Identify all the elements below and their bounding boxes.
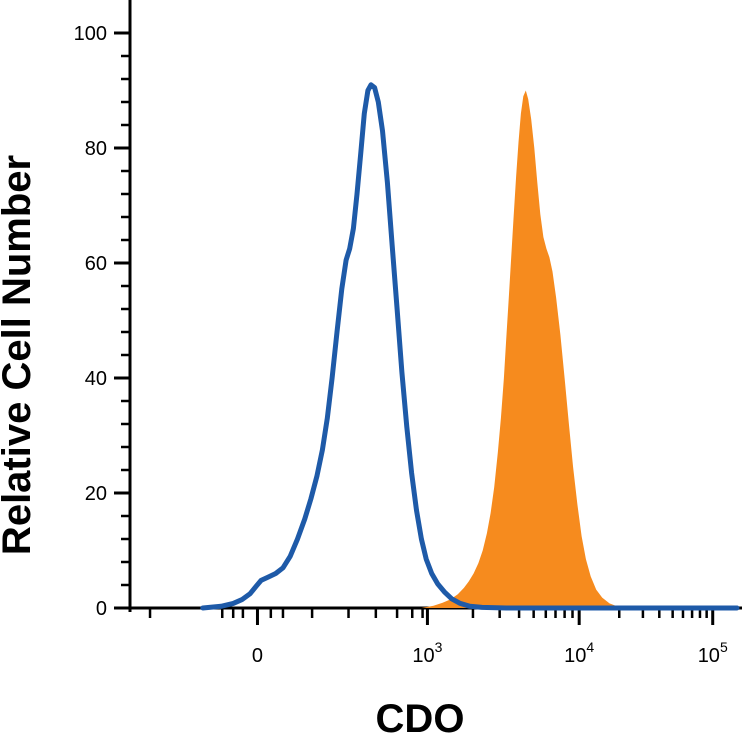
- orange-filled-curve: [421, 90, 628, 608]
- x-axis-tick-label: 103: [412, 639, 442, 667]
- x-axis-tick-exponent: 4: [586, 639, 594, 655]
- x-axis-tick-label: 104: [564, 639, 594, 667]
- y-axis-tick-label: 40: [85, 368, 107, 390]
- y-axis-tick-label: 60: [85, 253, 107, 275]
- y-axis-title: Relative Cell Number: [0, 155, 39, 555]
- blue-outline-curve: [200, 82, 740, 611]
- y-axis-tick-label: 100: [74, 23, 107, 45]
- y-axis-tick-label: 20: [85, 483, 107, 505]
- x-axis-title: CDO: [376, 697, 465, 741]
- x-axis-tick-exponent: 5: [720, 639, 728, 655]
- x-axis-tick-exponent: 3: [435, 639, 443, 655]
- x-axis-tick-label: 0: [252, 645, 263, 667]
- y-axis-tick-label: 80: [85, 138, 107, 160]
- plot-generated-content: 0 20 40 60 80 100 0 103 104 105: [74, 0, 742, 667]
- x-axis-tick-label: 105: [698, 639, 728, 667]
- y-axis-tick-label: 0: [96, 598, 107, 620]
